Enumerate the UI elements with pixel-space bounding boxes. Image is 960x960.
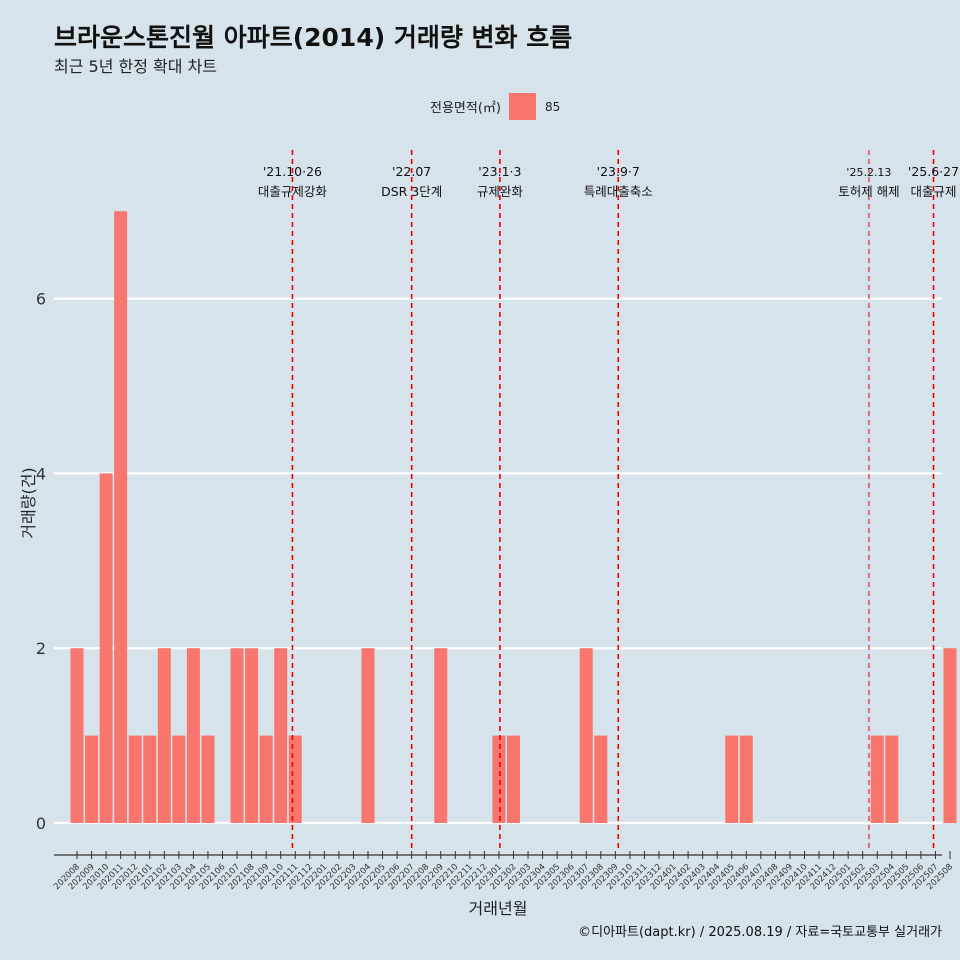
event-name-label: 토허제 해제	[838, 184, 899, 199]
event-date-label: '22.07	[392, 164, 431, 179]
bar	[870, 735, 884, 823]
bar	[99, 473, 113, 823]
bar	[594, 735, 608, 823]
y-tick-label: 6	[36, 290, 46, 309]
bar	[85, 735, 99, 823]
bar	[361, 648, 375, 823]
event-name-label: 특례대출축소	[584, 184, 653, 199]
event-date-label: '23.1·3	[478, 164, 521, 179]
bar	[245, 648, 259, 823]
legend-title: 전용면적(㎡)	[430, 101, 501, 116]
event-name-label: DSR 3단계	[381, 184, 442, 199]
source-caption: ©디아파트(dapt.kr) / 2025.08.19 / 자료=국토교통부 실…	[578, 925, 942, 940]
bar	[172, 735, 186, 823]
bar	[143, 735, 157, 823]
bar	[579, 648, 593, 823]
chart-subtitle: 최근 5년 한정 확대 차트	[54, 57, 218, 76]
legend-swatch	[508, 93, 536, 120]
bar	[274, 648, 288, 823]
event-name-label: 대출규제강화	[258, 184, 328, 199]
x-axis-title: 거래년월	[469, 899, 528, 918]
chart-title: 브라운스톤진월 아파트(2014) 거래량 변화 흐름	[54, 23, 573, 52]
bar	[725, 735, 739, 823]
bar	[507, 735, 520, 823]
bar	[288, 735, 302, 823]
event-date-label: '25.6·27	[908, 164, 959, 179]
y-tick-label: 2	[36, 639, 46, 658]
bar	[157, 648, 171, 823]
bar	[128, 735, 142, 823]
bar	[259, 735, 273, 823]
legend: 전용면적(㎡) 85	[430, 93, 560, 120]
bar	[492, 735, 506, 823]
event-date-label: '25.2.13	[846, 166, 891, 179]
event-name-label: 규제완화	[477, 184, 524, 199]
bar	[943, 648, 957, 823]
event-name-label: 대출규제	[911, 184, 957, 199]
y-axis-title: 거래량(건)	[19, 467, 38, 538]
bar	[186, 648, 200, 823]
y-tick-label: 4	[36, 464, 46, 483]
bar	[885, 735, 899, 823]
legend-series-label: 85	[544, 99, 561, 114]
bar	[201, 735, 215, 823]
bar	[739, 735, 753, 823]
event-date-label: '21.10·26	[263, 164, 322, 179]
bar	[114, 211, 128, 823]
event-date-label: '23.9·7	[597, 164, 640, 179]
y-tick-label: 0	[36, 814, 46, 833]
bar	[70, 648, 84, 823]
bar	[434, 648, 448, 823]
bar	[230, 648, 244, 823]
